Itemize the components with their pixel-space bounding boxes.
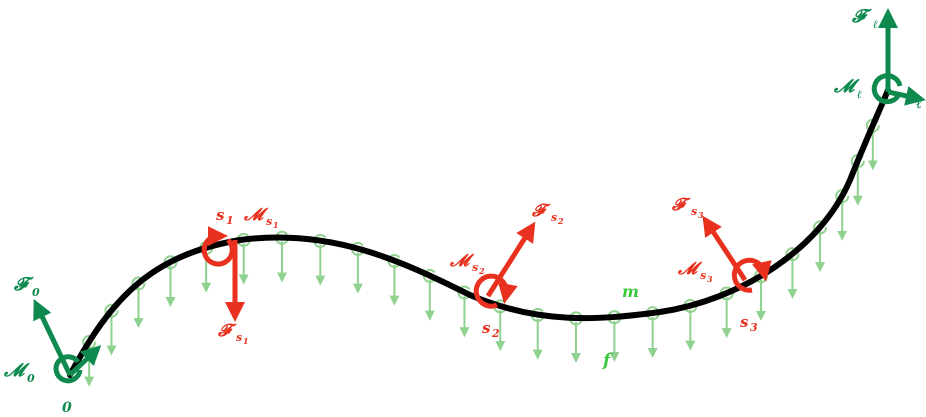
svg-text:3: 3 — [698, 210, 704, 220]
svg-text:𝓕: 𝓕 — [851, 6, 872, 27]
s1-label: s 1 — [216, 206, 234, 227]
distributed-force-label: f — [602, 351, 613, 371]
svg-text:s: s — [266, 215, 272, 228]
svg-text:s: s — [472, 261, 478, 274]
start-boundary — [33, 298, 102, 384]
svg-text:𝓜: 𝓜 — [449, 251, 475, 271]
svg-text:𝓕: 𝓕 — [217, 321, 237, 341]
s2-label: s 2 — [482, 319, 500, 340]
svg-text:𝓜: 𝓜 — [243, 205, 269, 225]
tangent-end-arrow — [887, 86, 926, 106]
svg-text:1: 1 — [226, 214, 234, 227]
svg-text:0: 0 — [32, 286, 40, 299]
point-load-s1 — [201, 226, 245, 322]
svg-text:ℓ: ℓ — [857, 88, 862, 101]
svg-text:s: s — [691, 205, 697, 218]
distributed-moment-label: m — [622, 282, 639, 301]
svg-text:3: 3 — [750, 321, 758, 334]
svg-text:ℓ: ℓ — [873, 18, 878, 31]
svg-text:𝓕: 𝓕 — [671, 195, 691, 215]
svg-text:𝓜: 𝓜 — [3, 360, 30, 381]
point-load-s2 — [473, 221, 536, 309]
svg-text:s: s — [551, 211, 557, 224]
force-s2-arrow — [485, 221, 536, 298]
distributed-moment-circle — [530, 307, 545, 322]
svg-text:2: 2 — [557, 216, 564, 226]
moment-s3-label: 𝓜 s 3 — [677, 259, 713, 284]
force-start-label: 𝓕 0 — [13, 274, 40, 299]
moment-start-label: 𝓜 0 — [3, 360, 35, 385]
svg-text:𝓕: 𝓕 — [13, 274, 34, 295]
svg-text:s: s — [740, 313, 749, 331]
svg-text:2: 2 — [491, 327, 500, 340]
moment-start-circle — [53, 354, 83, 384]
force-start-arrow — [33, 298, 73, 377]
moment-end-circle — [871, 73, 903, 105]
svg-text:s: s — [700, 269, 706, 282]
start-point-label: 0 — [62, 400, 72, 416]
svg-text:𝓜: 𝓜 — [833, 76, 860, 97]
s3-label: s 3 — [740, 313, 758, 334]
svg-text:1: 1 — [243, 336, 249, 346]
distributed-load-group — [82, 118, 880, 387]
svg-text:𝓜: 𝓜 — [677, 259, 703, 279]
svg-text:2: 2 — [478, 266, 485, 276]
moment-s1-label: 𝓜 s 1 — [243, 205, 279, 230]
force-s1-label: 𝓕 s 1 — [217, 321, 249, 346]
force-end-label: 𝓕 ℓ — [851, 6, 878, 31]
svg-text:𝓕: 𝓕 — [531, 201, 551, 221]
force-s3-label: 𝓕 s 3 — [671, 195, 704, 220]
force-s3-arrow — [702, 215, 748, 282]
svg-text:3: 3 — [707, 274, 713, 284]
force-s2-label: 𝓕 s 2 — [531, 201, 564, 226]
end-boundary — [871, 8, 926, 106]
svg-text:s: s — [482, 319, 491, 337]
moment-s1-circle — [201, 226, 235, 267]
moment-s2-label: 𝓜 s 2 — [449, 251, 485, 276]
rod-curve — [67, 87, 891, 378]
moment-s3-circle — [731, 257, 772, 293]
end-point-label: ℓ — [916, 94, 922, 112]
svg-text:s: s — [236, 331, 242, 344]
point-load-s3 — [702, 215, 772, 293]
svg-text:1: 1 — [273, 220, 279, 230]
svg-text:s: s — [216, 206, 225, 224]
moment-end-label: 𝓜 ℓ — [833, 76, 862, 101]
svg-text:0: 0 — [27, 372, 35, 385]
moment-s2-circle — [473, 273, 518, 309]
tangent-start-arrow — [68, 345, 102, 377]
